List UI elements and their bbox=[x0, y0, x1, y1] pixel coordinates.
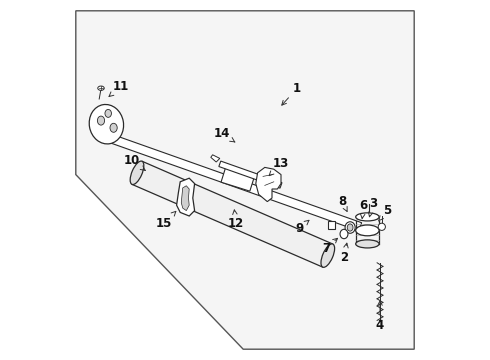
Text: 13: 13 bbox=[269, 157, 289, 176]
Text: 10: 10 bbox=[123, 154, 145, 170]
Text: 5: 5 bbox=[378, 204, 392, 221]
Text: 4: 4 bbox=[376, 301, 384, 332]
Ellipse shape bbox=[98, 116, 104, 125]
Ellipse shape bbox=[347, 224, 353, 231]
Ellipse shape bbox=[356, 240, 379, 248]
Ellipse shape bbox=[321, 244, 335, 267]
Polygon shape bbox=[181, 186, 189, 211]
Text: 8: 8 bbox=[338, 195, 347, 211]
Ellipse shape bbox=[356, 213, 379, 221]
Text: 2: 2 bbox=[340, 243, 348, 264]
Polygon shape bbox=[219, 161, 282, 188]
Text: 3: 3 bbox=[368, 197, 377, 217]
Polygon shape bbox=[99, 131, 362, 231]
Text: 12: 12 bbox=[228, 210, 244, 230]
Ellipse shape bbox=[89, 104, 123, 144]
Text: 14: 14 bbox=[214, 127, 235, 142]
Ellipse shape bbox=[345, 222, 355, 233]
Ellipse shape bbox=[105, 109, 111, 117]
Ellipse shape bbox=[98, 86, 104, 90]
Ellipse shape bbox=[130, 161, 144, 185]
Text: 7: 7 bbox=[322, 238, 338, 255]
Ellipse shape bbox=[356, 225, 379, 236]
Text: 6: 6 bbox=[360, 199, 368, 219]
Polygon shape bbox=[256, 167, 281, 202]
Text: 1: 1 bbox=[282, 82, 301, 105]
Text: 11: 11 bbox=[109, 80, 129, 96]
Ellipse shape bbox=[340, 229, 348, 239]
Ellipse shape bbox=[110, 123, 117, 132]
Circle shape bbox=[378, 223, 386, 230]
Polygon shape bbox=[176, 178, 195, 216]
Polygon shape bbox=[221, 167, 255, 191]
Polygon shape bbox=[132, 161, 333, 267]
Text: 9: 9 bbox=[295, 220, 309, 235]
Polygon shape bbox=[76, 11, 414, 349]
Polygon shape bbox=[328, 221, 335, 229]
Text: 15: 15 bbox=[156, 211, 176, 230]
Polygon shape bbox=[211, 155, 220, 162]
